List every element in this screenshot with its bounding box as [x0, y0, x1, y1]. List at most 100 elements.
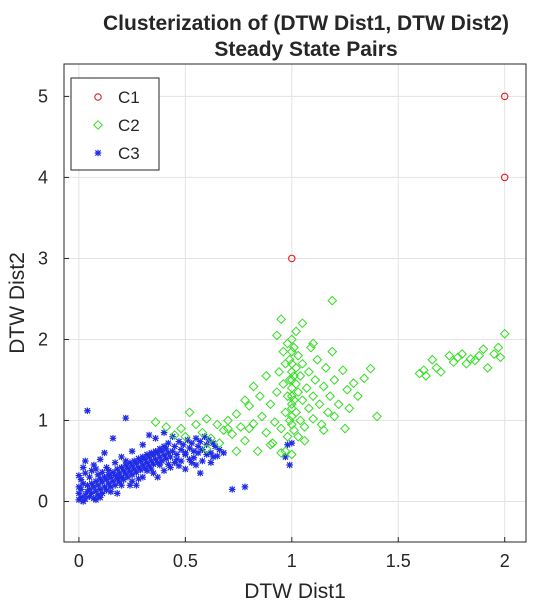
legend-label-c2: C2	[118, 116, 140, 135]
data-point-c3	[109, 434, 117, 442]
data-point-c3	[103, 464, 110, 471]
data-point-c3	[156, 453, 164, 461]
chart-subtitle: Steady State Pairs	[214, 38, 397, 61]
data-point-c3	[284, 441, 291, 449]
data-point-c3	[165, 449, 172, 457]
data-point-c2	[223, 423, 233, 434]
data-point-c3	[122, 457, 130, 465]
series-c2	[150, 295, 510, 460]
data-point-c2	[482, 362, 493, 373]
data-point-c2	[180, 431, 191, 442]
data-point-c2	[303, 366, 314, 377]
legend-entries: C1 C2 C3	[93, 88, 140, 163]
data-point-c3	[162, 445, 170, 453]
data-point-c3	[179, 441, 187, 449]
data-point-c3	[137, 466, 144, 474]
data-point-c2	[333, 399, 344, 410]
data-point-c3	[152, 434, 159, 442]
data-point-c3	[113, 490, 121, 497]
data-point-c3	[128, 447, 136, 455]
data-point-c3	[113, 465, 121, 473]
data-point-c2	[150, 417, 161, 428]
data-point-c3	[109, 469, 117, 476]
data-point-c2	[240, 395, 250, 406]
data-point-c3	[182, 451, 189, 458]
legend: C1 C2 C3	[70, 77, 160, 171]
data-point-c2	[372, 411, 382, 422]
data-point-c2	[327, 295, 338, 306]
data-point-c3	[103, 486, 110, 494]
data-point-c3	[81, 495, 89, 503]
data-point-c3	[101, 483, 108, 491]
data-point-c3	[84, 481, 91, 489]
data-point-c3	[209, 439, 217, 447]
data-point-c3	[194, 443, 202, 450]
data-point-c3	[133, 460, 140, 467]
data-point-c3	[192, 434, 200, 442]
data-point-c3	[94, 471, 102, 479]
data-point-c3	[145, 462, 153, 470]
data-point-c2	[244, 423, 255, 434]
data-point-c3	[190, 447, 198, 455]
data-point-c2	[218, 425, 229, 436]
legend-label-c3: C3	[118, 144, 140, 163]
data-point-c3	[282, 453, 289, 461]
data-point-c3	[175, 438, 183, 445]
data-point-c2	[248, 418, 259, 429]
data-point-c3	[158, 457, 166, 465]
data-point-c2	[284, 354, 295, 365]
data-point-c2	[301, 383, 312, 393]
data-point-c2	[257, 411, 267, 422]
data-point-c2	[308, 391, 319, 402]
data-point-c3	[99, 478, 106, 486]
data-point-c3	[90, 461, 98, 469]
data-point-c1	[500, 92, 509, 101]
data-point-c3	[88, 467, 95, 475]
data-point-c3	[175, 462, 183, 470]
data-point-c2	[201, 443, 212, 454]
series-c1	[288, 92, 509, 263]
data-point-c3	[116, 473, 123, 481]
legend-marker-c3	[94, 149, 102, 157]
data-point-c2	[265, 399, 276, 410]
data-point-c3	[186, 456, 193, 463]
data-point-c3	[124, 464, 132, 472]
data-point-c3	[109, 477, 117, 485]
data-point-c3	[81, 469, 89, 477]
data-point-c3	[209, 453, 217, 461]
data-point-c3	[286, 461, 293, 469]
plot-frame	[63, 63, 527, 543]
data-point-c3	[213, 452, 221, 460]
data-point-c3	[111, 472, 119, 479]
data-point-c3	[165, 460, 172, 468]
data-point-c3	[101, 449, 108, 457]
data-point-c3	[139, 461, 147, 469]
data-point-c2	[280, 407, 291, 418]
chart-title: Clusterization of (DTW Dist1, DTW Dist2)	[103, 12, 509, 35]
data-point-c2	[327, 346, 338, 357]
data-point-c2	[414, 368, 425, 379]
data-point-c2	[276, 314, 287, 325]
data-point-c3	[92, 477, 100, 485]
data-point-c2	[244, 400, 255, 411]
data-points	[75, 92, 510, 505]
data-point-c3	[190, 454, 198, 462]
data-point-c3	[182, 465, 189, 473]
y-tick-label: 1	[38, 410, 48, 430]
data-point-c2	[329, 375, 340, 385]
y-axis-label: DTW Dist2	[6, 252, 29, 354]
data-point-c3	[92, 465, 100, 473]
data-point-c3	[160, 429, 168, 436]
data-point-c2	[421, 371, 431, 381]
data-point-c2	[461, 358, 472, 369]
data-point-c3	[86, 486, 93, 493]
data-point-c2	[325, 391, 336, 402]
data-point-c3	[120, 476, 127, 483]
data-point-c3	[152, 456, 159, 463]
data-point-c3	[94, 481, 102, 489]
legend-marker-c1	[94, 93, 102, 101]
data-point-c2	[197, 427, 208, 438]
data-point-c2	[231, 409, 242, 419]
data-point-c2	[235, 422, 246, 432]
data-point-c3	[145, 453, 153, 461]
